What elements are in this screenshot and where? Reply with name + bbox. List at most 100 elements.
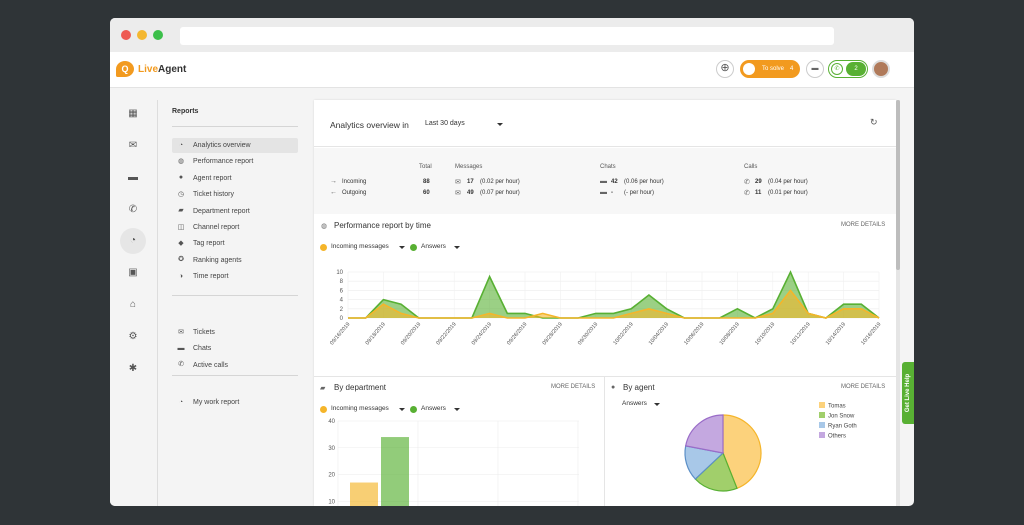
mail-icon: ✉ <box>455 190 461 197</box>
nav-item-reports-4[interactable]: ▰ Department report <box>172 204 298 219</box>
nav-item-reports-6[interactable]: ◆ Tag report <box>172 236 298 251</box>
department-section-title: By department <box>334 383 387 392</box>
nav-item-live-2[interactable]: ✆ Active calls <box>172 358 298 373</box>
calls-incoming-rate: (0.04 per hour) <box>768 179 808 185</box>
pie-slice <box>694 451 738 492</box>
chevron-down-icon[interactable] <box>454 246 460 249</box>
nav-item-label: Ranking agents <box>193 256 242 264</box>
nav-item-reports-5[interactable]: ◫ Channel report <box>172 220 298 235</box>
legend-incoming-label[interactable]: Incoming messages <box>331 243 389 250</box>
chevron-down-icon[interactable] <box>399 246 405 249</box>
nav-item-extra-0[interactable]: ◔ My work report <box>172 395 298 410</box>
person-icon: ● <box>178 174 184 182</box>
phone-icon[interactable]: ✆ <box>128 204 138 215</box>
mail-icon[interactable]: ✉ <box>128 140 138 151</box>
series-line <box>348 289 880 319</box>
settings-icon[interactable]: ⚙ <box>128 331 138 342</box>
to-solve-button[interactable]: To solve 4 <box>740 60 800 78</box>
minimize-window-button[interactable] <box>137 30 147 40</box>
incoming-label: Incoming <box>342 179 367 185</box>
scrollbar-thumb[interactable] <box>896 100 900 270</box>
agent-chart: Tomas Jon Snow Ryan Goth Others <box>684 402 857 492</box>
nav-item-reports-8[interactable]: ◑ Time report <box>172 269 298 284</box>
y-tick-label: 30 <box>328 446 335 452</box>
close-window-button[interactable] <box>121 30 131 40</box>
legend-label: Jon Snow <box>828 414 855 420</box>
department-more-details-link[interactable]: MORE DETAILS <box>551 384 596 390</box>
chat-icon: ▬ <box>600 178 607 185</box>
refresh-icon[interactable]: ↻ <box>870 117 878 127</box>
legend-label: Tomas <box>828 404 846 410</box>
series-area <box>348 290 879 318</box>
person-icon: ● <box>611 384 616 391</box>
nav-divider <box>172 126 298 127</box>
nav-item-label: Tag report <box>193 240 225 248</box>
scrollbar-track[interactable] <box>896 100 900 506</box>
reports-nav-active[interactable] <box>120 228 146 254</box>
performance-more-details-link[interactable]: MORE DETAILS <box>841 222 886 228</box>
nav-item-label: Chats <box>193 345 212 353</box>
agent-more-details-link[interactable]: MORE DETAILS <box>841 384 886 390</box>
y-tick-label: 6 <box>340 288 344 294</box>
legend-answers-label[interactable]: Answers <box>421 243 446 250</box>
add-button[interactable]: ⊕ <box>716 60 734 78</box>
nav-item-reports-2[interactable]: ● Agent report <box>172 171 298 186</box>
legend-answers-label[interactable]: Answers <box>421 405 446 412</box>
legend-incoming-label[interactable]: Incoming messages <box>331 405 389 412</box>
contacts-icon[interactable]: ▣ <box>128 267 138 278</box>
chevron-down-icon[interactable] <box>654 403 660 406</box>
x-tick-label: 09/18/2019 <box>365 321 387 346</box>
chevron-down-icon[interactable] <box>399 408 405 411</box>
knowledgebase-icon[interactable]: ⌂ <box>129 299 137 310</box>
url-bar[interactable] <box>180 27 834 45</box>
outgoing-label: Outgoing <box>342 190 367 196</box>
globe-icon: ◍ <box>321 223 328 230</box>
mail-icon: ✉ <box>178 328 184 336</box>
department-chart: 10 20 30 40 <box>328 419 579 506</box>
nav-item-reports-0[interactable]: ◔ Analytics overview <box>172 138 298 153</box>
messages-header: Messages <box>455 164 483 170</box>
agent-metric-select[interactable]: Answers <box>622 400 647 407</box>
maximize-window-button[interactable] <box>153 30 163 40</box>
chat-icon[interactable]: ▬ <box>128 172 138 183</box>
nav-item-reports-3[interactable]: ◷ Ticket history <box>172 187 298 202</box>
nav-item-label: Tickets <box>193 329 215 336</box>
chat-icon: ▬ <box>600 189 607 196</box>
liveagent-logo[interactable]: Q LiveAgent <box>116 61 186 77</box>
chat-button[interactable]: ▬ <box>806 60 824 78</box>
reports-icon[interactable]: ◔ <box>129 235 137 246</box>
messages-incoming-rate: (0.02 per hour) <box>480 179 520 185</box>
tag-icon: ◆ <box>178 239 184 247</box>
nav-item-live-1[interactable]: ▬ Chats <box>172 341 298 356</box>
nav-item-label: My work report <box>193 399 240 406</box>
logo-text-live: Live <box>138 63 159 75</box>
plugins-icon[interactable]: ✱ <box>128 363 138 374</box>
outgoing-arrow-icon: ← <box>330 189 337 196</box>
nav-item-reports-7[interactable]: ✪ Ranking agents <box>172 253 298 268</box>
legend-swatch <box>819 432 825 438</box>
messages-incoming-count: 17 <box>467 179 474 185</box>
nav-item-reports-1[interactable]: ◍ Performance report <box>172 154 298 169</box>
nav-item-live-0[interactable]: ✉ Tickets <box>172 325 298 340</box>
calls-button[interactable]: ✆ 2 <box>828 60 868 78</box>
time-icon: ◑ <box>178 272 184 280</box>
x-tick-label: 09/26/2019 <box>506 321 528 346</box>
user-avatar[interactable] <box>872 60 890 78</box>
clock-icon: ◷ <box>177 190 185 198</box>
panel-divider-vertical <box>604 376 605 506</box>
live-help-tab[interactable]: Get Live Help <box>902 362 914 424</box>
y-tick-label: 40 <box>328 419 335 425</box>
dashboard-icon[interactable]: ▦ <box>128 108 138 119</box>
x-tick-label: 09/16/2019 <box>329 321 351 346</box>
main-sidebar: ▦ ✉ ▬ ✆ ◔ ▣ ⌂ ⚙ ✱ <box>110 100 158 506</box>
date-range-select[interactable]: Last 30 days <box>425 120 465 127</box>
chevron-down-icon[interactable] <box>497 123 503 126</box>
stats-block <box>314 148 896 214</box>
chevron-down-icon[interactable] <box>454 408 460 411</box>
chats-outgoing-rate: (- per hour) <box>624 190 655 196</box>
chats-header: Chats <box>600 164 616 170</box>
legend-label: Others <box>828 434 846 440</box>
reports-nav: Reports ◔ Analytics overview ◍ Performance … <box>158 100 302 506</box>
y-tick-label: 20 <box>328 473 335 479</box>
nav-item-label: Agent report <box>193 174 232 182</box>
